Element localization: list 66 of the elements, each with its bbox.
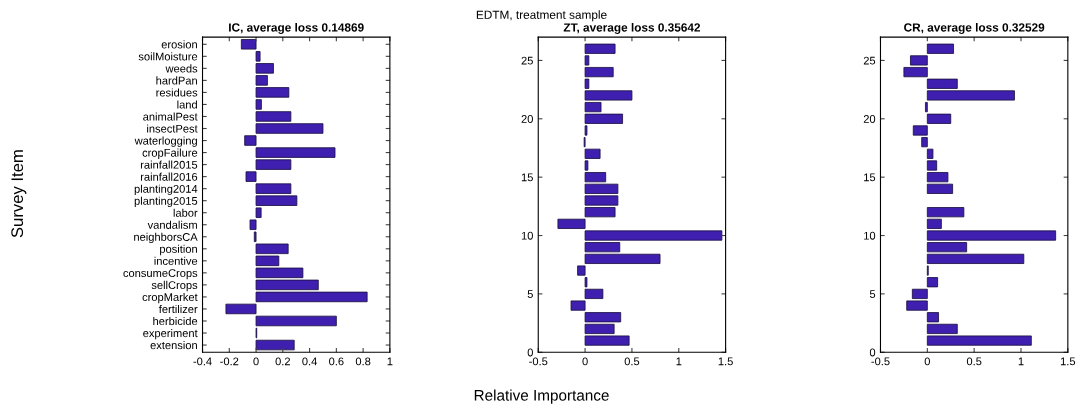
- chart-title: ZT, average loss 0.35642: [563, 22, 701, 35]
- x-tick-label: -0.5: [871, 357, 890, 366]
- y-tick-label: 0: [869, 348, 876, 357]
- x-tick-label: -0.4: [193, 357, 212, 366]
- x-tick-label: 1: [676, 357, 682, 366]
- x-tick-label: 0.8: [355, 357, 371, 366]
- y-tick-label: rainfall2016: [140, 172, 198, 181]
- y-tick-label: 10: [864, 231, 876, 240]
- x-axis-title: Relative Importance: [474, 389, 609, 404]
- bar: [255, 339, 295, 351]
- x-tick-label: 1.5: [718, 357, 733, 366]
- bar: [926, 183, 954, 194]
- x-tick-label: 0.5: [624, 357, 640, 366]
- y-tick-label: animalPest: [143, 112, 198, 121]
- y-tick-label: extension: [150, 341, 197, 350]
- chart-title: IC, average loss 0.14869: [229, 22, 364, 35]
- bar: [255, 315, 337, 327]
- y-tick-label: erosion: [161, 40, 197, 49]
- x-tick-label: 0.2: [275, 357, 290, 366]
- y-tick-label: cropFailure: [142, 148, 198, 159]
- y-tick-label: experiment: [143, 328, 198, 340]
- y-tick-label: insectPest: [147, 124, 198, 133]
- y-tick-label: rainfall2015: [140, 160, 198, 169]
- x-tick-label: 1: [1018, 357, 1024, 366]
- x-tick-label: 1: [387, 357, 393, 366]
- x-tick-label: 0: [582, 357, 588, 366]
- x-tick-label: 0: [253, 357, 259, 366]
- y-tick-label: neighborsCA: [134, 232, 198, 244]
- y-tick-label: soilMoisture: [138, 52, 198, 61]
- chart-title: CR, average loss 0.32529: [904, 22, 1045, 35]
- y-tick-label: sellCrops: [151, 280, 198, 292]
- y-tick-label: 25: [863, 56, 876, 65]
- y-tick-label: 5: [527, 290, 533, 299]
- y-tick-label: 0: [527, 348, 533, 357]
- x-tick-label: -0.2: [220, 357, 239, 366]
- y-tick-label: vandalism: [147, 220, 197, 229]
- y-tick-label: 20: [863, 115, 876, 123]
- y-tick-label: fertilizer: [158, 304, 198, 314]
- y-tick-label: planting2014: [134, 184, 198, 195]
- x-tick-label: 0.5: [966, 357, 982, 366]
- bar: [926, 207, 965, 218]
- y-tick-label: 15: [521, 173, 533, 182]
- y-tick-label: 5: [869, 290, 876, 299]
- x-tick-label: 0: [924, 357, 930, 366]
- y-tick-label: labor: [173, 208, 198, 217]
- y-tick-label: 15: [864, 173, 876, 182]
- y-tick-label: waterlogging: [134, 136, 197, 147]
- y-tick-label: land: [177, 100, 197, 109]
- y-tick-label: 10: [521, 231, 533, 240]
- y-tick-label: herbicide: [153, 316, 198, 326]
- y-tick-label: incentive: [154, 256, 198, 265]
- y-tick-label: 20: [521, 115, 533, 123]
- x-tick-label: -0.5: [529, 357, 548, 366]
- y-tick-label: position: [160, 244, 197, 256]
- y-tick-label: consumeCrops: [123, 269, 198, 280]
- x-tick-label: 1.5: [1060, 357, 1076, 366]
- y-tick-label: planting2015: [134, 196, 198, 208]
- x-tick-label: 0.6: [329, 357, 344, 366]
- x-tick-label: 0.4: [302, 357, 317, 366]
- y-tick-label: 25: [521, 56, 533, 65]
- y-tick-label: weeds: [165, 64, 198, 73]
- y-tick-label: cropMarket: [142, 292, 198, 304]
- y-tick-label: residues: [156, 88, 198, 97]
- text: EDTM, treatment sample: [476, 10, 607, 22]
- y-axis-title: Survey Item: [11, 150, 27, 238]
- y-tick-label: hardPan: [156, 76, 197, 85]
